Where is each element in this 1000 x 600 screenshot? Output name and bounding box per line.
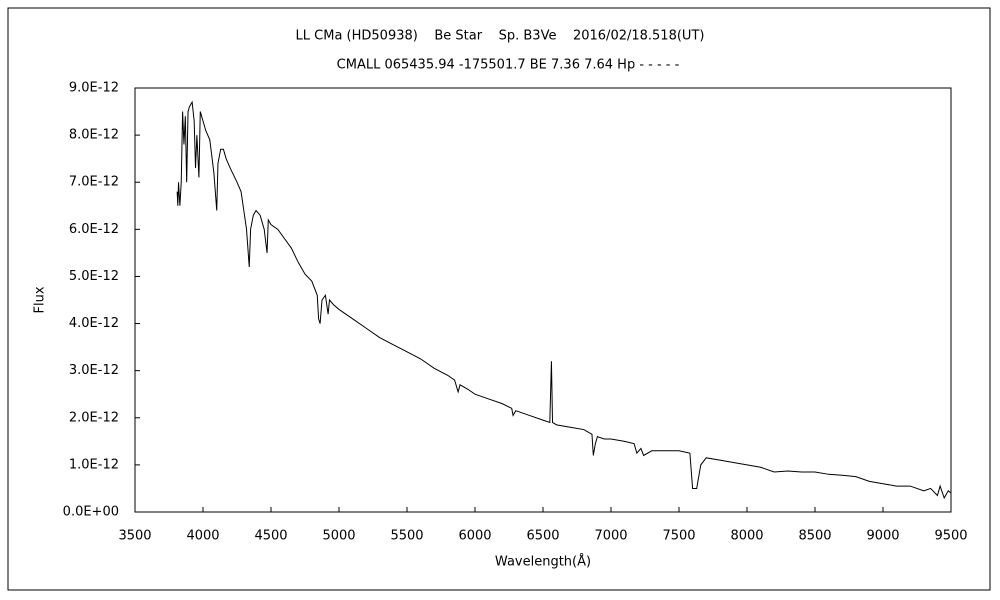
y-tick-label: 8.0E-12 [69,128,119,143]
x-tick-label: 7500 [662,529,695,544]
y-tick-label: 6.0E-12 [69,222,119,237]
x-tick-label: 8500 [798,529,831,544]
x-tick-label: 8000 [730,529,763,544]
y-tick-label: 5.0E-12 [69,269,119,284]
plot-frame [134,87,952,513]
y-tick-label: 4.0E-12 [69,316,119,331]
x-tick-label: 5000 [322,529,355,544]
x-tick-label: 9500 [934,529,967,544]
y-tick-label: 1.0E-12 [69,457,119,472]
x-tick-label: 9000 [866,529,899,544]
y-tick-label: 0.0E+00 [63,505,119,520]
y-tick-label: 2.0E-12 [69,410,119,425]
y-axis-label: Flux [33,286,48,313]
x-tick-label: 4000 [186,529,219,544]
y-tick-label: 7.0E-12 [69,175,119,190]
x-tick-label: 3500 [118,529,151,544]
y-tick-label: 9.0E-12 [69,81,119,96]
x-tick-label: 7000 [594,529,627,544]
x-tick-label: 6500 [526,529,559,544]
x-tick-label: 5500 [390,529,423,544]
outer-frame [7,7,991,591]
spectrum-line [176,100,952,500]
x-tick-label: 6000 [458,529,491,544]
x-tick-label: 4500 [254,529,287,544]
chart-title: LL CMa (HD50938) Be Star Sp. B3Ve 2016/0… [296,29,705,44]
y-tick-label: 3.0E-12 [69,363,119,378]
x-axis-label: Wavelength(Å) [495,554,591,570]
chart-subtitle: CMALL 065435.94 -175501.7 BE 7.36 7.64 H… [337,58,680,73]
